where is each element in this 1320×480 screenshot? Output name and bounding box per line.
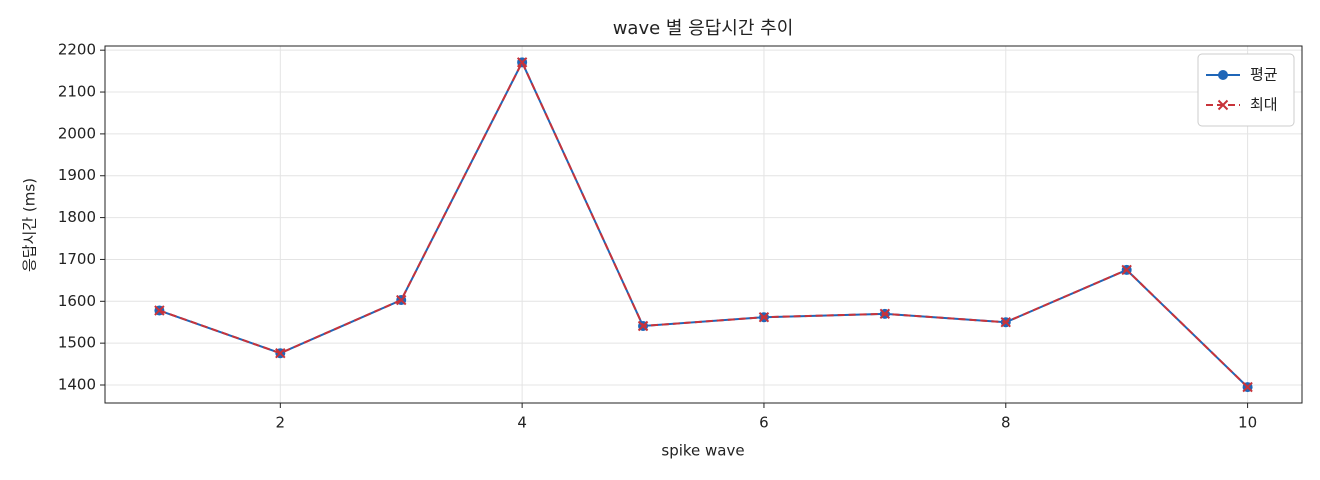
y-tick-label: 2200 [58,41,96,59]
legend-label: 평균 [1250,66,1278,84]
marker [396,294,407,306]
y-tick-label: 1500 [58,334,96,352]
marker [879,308,891,320]
marker [637,320,649,332]
series-line [159,60,1249,388]
x-tick-label: 10 [1238,414,1257,432]
x-tick-label: 8 [1001,414,1011,432]
y-axis-label: 응답시간 (ms) [21,178,39,272]
legend-label: 최대 [1250,96,1278,114]
legend-marker [1217,99,1229,111]
x-tick-label: 2 [276,414,286,432]
legend-marker [1218,70,1228,80]
marker [516,57,528,68]
marker [1242,381,1253,393]
marker [1000,317,1011,328]
y-tick-label: 2000 [58,124,96,142]
plot-frame [104,45,1303,404]
x-axis-label: spike wave [661,442,744,460]
y-tick-label: 1800 [58,208,96,226]
y-tick-label: 2100 [58,83,96,101]
marker [275,347,286,359]
marker [758,311,770,323]
series-line [159,60,1249,388]
x-tick-label: 6 [759,414,769,432]
marker [154,305,165,316]
chart-title: wave 별 응답시간 추이 [613,18,794,39]
y-tick-label: 1600 [58,292,96,310]
y-tick-label: 1900 [58,166,96,184]
legend-box [1197,53,1295,127]
y-tick-label: 1400 [58,376,96,394]
y-tick-label: 1700 [58,250,96,268]
marker [1121,264,1132,276]
x-tick-label: 4 [517,414,527,432]
